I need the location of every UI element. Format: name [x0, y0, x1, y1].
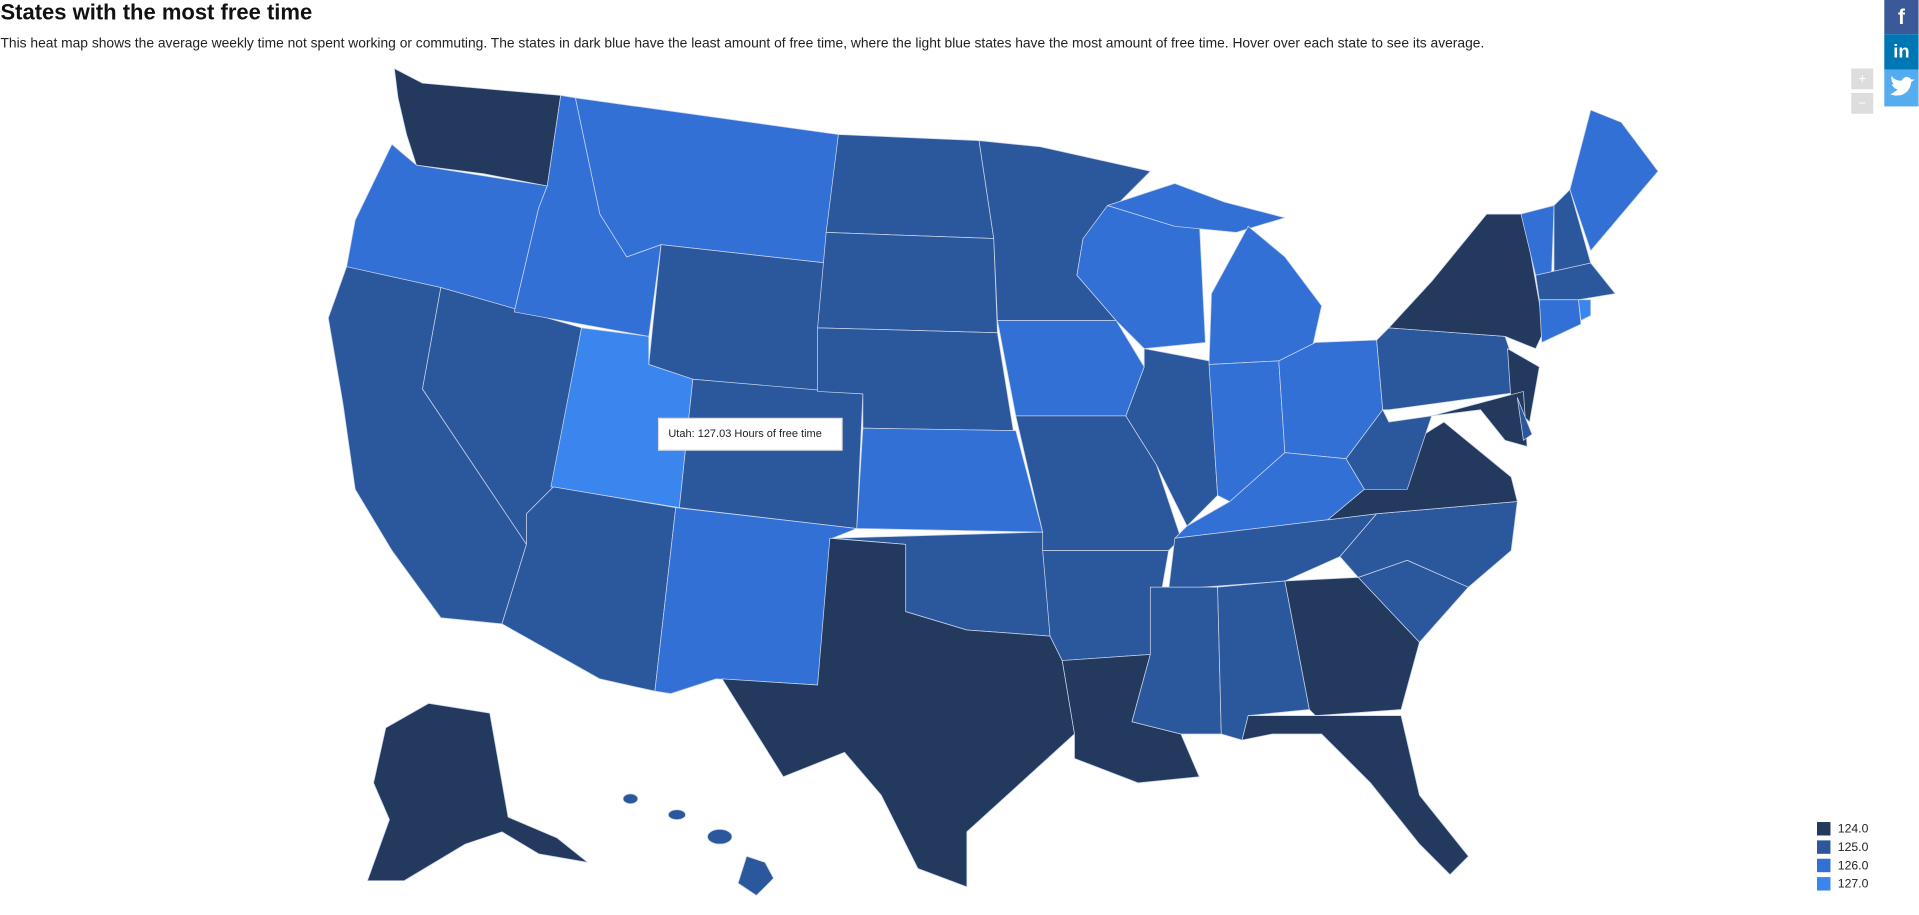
us-map — [327, 68, 1659, 896]
legend-swatch — [1817, 822, 1831, 836]
zoom-in-button[interactable] — [1851, 68, 1874, 90]
state-shape[interactable] — [1431, 391, 1528, 447]
state-shape[interactable] — [1388, 213, 1545, 349]
legend-label: 125.0 — [1838, 840, 1869, 854]
linkedin-button[interactable] — [1884, 34, 1919, 70]
state-shape[interactable] — [575, 97, 839, 264]
state-shape[interactable] — [1208, 225, 1322, 365]
state-shape[interactable] — [1107, 183, 1286, 233]
state-shape[interactable] — [648, 244, 827, 392]
state-shape[interactable] — [393, 68, 562, 187]
facebook-button[interactable] — [1884, 0, 1919, 35]
state-shape[interactable] — [1042, 550, 1170, 661]
tooltip-text: Utah: 127.03 Hours of free time — [668, 428, 821, 440]
state-shape[interactable] — [1516, 397, 1533, 441]
share-buttons: f in — [1884, 0, 1919, 107]
state-shape[interactable] — [501, 486, 677, 692]
linkedin-icon[interactable]: in — [1893, 40, 1909, 61]
legend-label: 124.0 — [1838, 822, 1869, 836]
state-shape[interactable] — [997, 320, 1145, 417]
state-shape[interactable] — [1241, 715, 1469, 875]
state-shape[interactable] — [1535, 262, 1616, 301]
state-shape[interactable] — [817, 232, 998, 334]
state-shape[interactable] — [367, 703, 588, 882]
state-shape[interactable] — [856, 427, 1044, 533]
description: This heat map shows the average weekly t… — [0, 35, 1484, 51]
state-shape[interactable] — [1538, 299, 1582, 343]
legend-label: 127.0 — [1838, 877, 1869, 891]
zoom-in-label[interactable]: + — [1858, 71, 1866, 86]
title: States with the most free time — [0, 0, 312, 24]
state-shape[interactable] — [721, 537, 1075, 888]
tooltip-box — [657, 417, 843, 451]
state-shape[interactable] — [825, 134, 995, 239]
facebook-icon[interactable]: f — [1898, 6, 1905, 29]
state-shape[interactable] — [1569, 109, 1659, 252]
state-shape[interactable] — [1578, 299, 1592, 321]
zoom-controls: + − — [1851, 68, 1874, 114]
tooltip: Utah: 127.03 Hours of free time — [657, 417, 843, 451]
legend-swatch — [1817, 840, 1831, 854]
state-shape[interactable] — [707, 829, 733, 845]
state-shape[interactable] — [679, 378, 864, 529]
legend-swatch — [1817, 877, 1831, 891]
zoom-out-button[interactable] — [1851, 92, 1874, 114]
twitter-icon[interactable] — [1890, 75, 1915, 96]
state-shape[interactable] — [737, 855, 774, 896]
state-shape[interactable] — [622, 793, 639, 805]
state-shape[interactable] — [667, 809, 686, 820]
legend-label: 126.0 — [1838, 858, 1869, 872]
legend: 124.0 125.0 126.0 127.0 — [1817, 822, 1869, 891]
legend-swatch — [1817, 858, 1831, 873]
zoom-out-label[interactable]: − — [1858, 96, 1866, 111]
